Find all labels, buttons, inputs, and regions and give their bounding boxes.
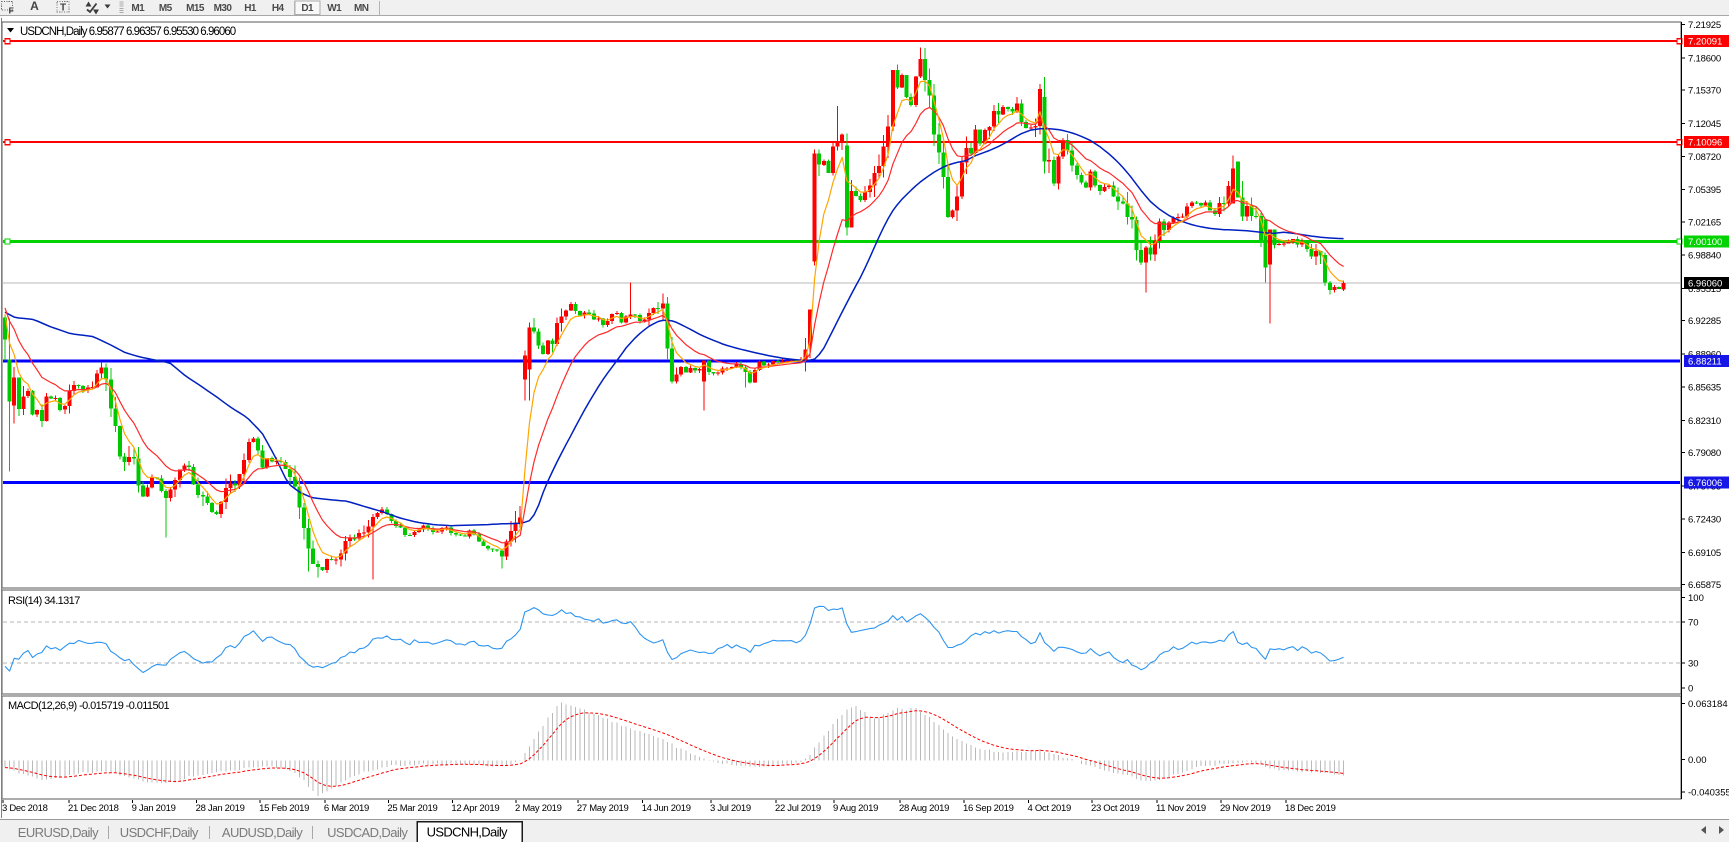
svg-text:9 Jan 2019: 9 Jan 2019 (132, 803, 176, 814)
svg-text:27 May 2019: 27 May 2019 (577, 803, 629, 814)
svg-text:0.063184: 0.063184 (1688, 699, 1728, 710)
svg-text:USDCAD,Daily: USDCAD,Daily (327, 825, 408, 840)
svg-text:6.76006: 6.76006 (1688, 478, 1722, 489)
svg-text:6.88960: 6.88960 (1688, 349, 1721, 360)
svg-text:7.10096: 7.10096 (1688, 138, 1722, 149)
svg-text:MN: MN (354, 3, 369, 14)
svg-text:6.82310: 6.82310 (1688, 416, 1721, 427)
svg-text:AUDUSD,Daily: AUDUSD,Daily (222, 825, 303, 840)
svg-text:EURUSD,Daily: EURUSD,Daily (18, 825, 99, 840)
svg-text:16 Sep 2019: 16 Sep 2019 (963, 803, 1014, 814)
svg-text:6.85635: 6.85635 (1688, 383, 1721, 394)
svg-text:70: 70 (1688, 617, 1699, 628)
svg-text:7.12045: 7.12045 (1688, 119, 1721, 130)
svg-text:28 Aug 2019: 28 Aug 2019 (899, 803, 949, 814)
svg-text:6.72430: 6.72430 (1688, 515, 1721, 526)
svg-text:21 Dec 2018: 21 Dec 2018 (68, 803, 119, 814)
svg-text:29 Nov 2019: 29 Nov 2019 (1220, 803, 1271, 814)
svg-text:USDCNH,Daily: USDCNH,Daily (427, 824, 508, 839)
svg-text:F: F (9, 6, 14, 16)
svg-text:4 Oct 2019: 4 Oct 2019 (1028, 803, 1071, 814)
svg-text:-0.040355: -0.040355 (1688, 788, 1729, 799)
svg-text:7.02165: 7.02165 (1688, 218, 1721, 229)
svg-text:USDCHF,Daily: USDCHF,Daily (120, 825, 199, 840)
svg-text:9 Aug 2019: 9 Aug 2019 (833, 803, 878, 814)
svg-text:25 Mar 2019: 25 Mar 2019 (387, 803, 437, 814)
svg-text:6.98840: 6.98840 (1688, 251, 1721, 262)
svg-text:6.79080: 6.79080 (1688, 448, 1721, 459)
svg-text:H4: H4 (272, 3, 285, 14)
svg-text:7.00100: 7.00100 (1688, 237, 1722, 248)
svg-text:7.18600: 7.18600 (1688, 53, 1721, 64)
svg-text:7.05395: 7.05395 (1688, 185, 1721, 196)
svg-text:H1: H1 (244, 3, 257, 14)
svg-text:0: 0 (1688, 683, 1693, 694)
svg-text:23 Oct 2019: 23 Oct 2019 (1091, 803, 1139, 814)
svg-text:6 Mar 2019: 6 Mar 2019 (324, 803, 369, 814)
svg-text:RSI(14) 34.1317: RSI(14) 34.1317 (8, 595, 80, 607)
svg-text:11 Nov 2019: 11 Nov 2019 (1156, 803, 1206, 814)
svg-text:T: T (60, 3, 66, 14)
svg-text:22 Jul 2019: 22 Jul 2019 (775, 803, 821, 814)
svg-text:0.00: 0.00 (1688, 755, 1707, 766)
svg-text:7.08720: 7.08720 (1688, 152, 1721, 163)
svg-text:7.21925: 7.21925 (1688, 20, 1721, 31)
svg-text:30: 30 (1688, 659, 1699, 670)
svg-text:6.88211: 6.88211 (1688, 357, 1722, 368)
svg-text:D1: D1 (301, 3, 314, 14)
svg-text:M5: M5 (159, 3, 173, 14)
svg-text:15 Feb 2019: 15 Feb 2019 (259, 803, 309, 814)
svg-text:7.15370: 7.15370 (1688, 86, 1721, 97)
svg-text:USDCNH,Daily 6.95877 6.96357: USDCNH,Daily 6.95877 6.96357 6.95530 6.9… (20, 26, 236, 38)
svg-text:M30: M30 (214, 3, 233, 14)
svg-text:7.20091: 7.20091 (1688, 37, 1722, 48)
svg-text:MACD(12,26,9) -0.015719 -0.011: MACD(12,26,9) -0.015719 -0.011501 (8, 700, 169, 712)
svg-text:2 May 2019: 2 May 2019 (515, 803, 562, 814)
svg-text:W1: W1 (327, 3, 342, 14)
svg-text:M15: M15 (186, 3, 205, 14)
svg-text:6.96060: 6.96060 (1688, 279, 1722, 290)
svg-text:3 Jul 2019: 3 Jul 2019 (710, 803, 751, 814)
svg-text:100: 100 (1688, 593, 1704, 604)
svg-text:A: A (30, 0, 39, 13)
svg-text:6.92285: 6.92285 (1688, 316, 1721, 327)
svg-text:12 Apr 2019: 12 Apr 2019 (451, 803, 499, 814)
svg-text:3 Dec 2018: 3 Dec 2018 (2, 803, 48, 814)
svg-text:M1: M1 (131, 3, 145, 14)
svg-text:28 Jan 2019: 28 Jan 2019 (196, 803, 245, 814)
svg-text:6.95515: 6.95515 (1688, 284, 1721, 295)
svg-text:18 Dec 2019: 18 Dec 2019 (1285, 803, 1336, 814)
svg-text:6.69105: 6.69105 (1688, 548, 1721, 559)
svg-text:14 Jun 2019: 14 Jun 2019 (642, 803, 691, 814)
svg-text:6.65875: 6.65875 (1688, 580, 1721, 591)
